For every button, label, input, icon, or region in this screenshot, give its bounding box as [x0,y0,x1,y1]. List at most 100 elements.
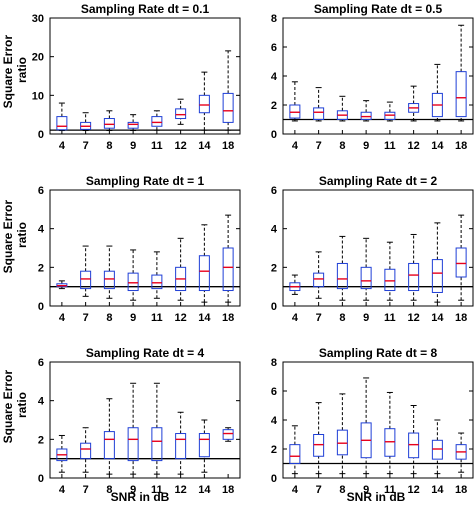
chart-panel-4: Sampling Rate dt = 2 0 2 4 6 4 7 8 9 11 12 14 18 [271,174,474,324]
box-11 [151,251,163,299]
box-iqr [431,259,443,293]
y-tick-label: 0 [38,473,44,485]
y-tick-label: 8 [271,357,277,369]
box-iqr [222,247,234,292]
y-tick-label: 0 [271,473,277,485]
y-tick-label: 4 [271,71,278,83]
chart-panel-6: Sampling Rate dt = 8 0 2 4 6 8 4 7 8 9 11 12 14 18 [271,346,474,496]
box-iqr [384,268,396,292]
y-tick-label: 4 [271,415,278,427]
x-tick-label: 9 [363,140,369,152]
box-7 [80,427,92,473]
box-11 [384,101,396,122]
x-axis-label-left: SNR in dB [111,490,170,504]
y-tick-label: 4 [38,224,45,236]
box-8 [103,245,115,299]
y-tick-label: 0 [38,129,44,141]
x-tick-label: 4 [292,484,299,496]
box-8 [336,393,348,475]
box-8 [103,398,115,475]
y-tick-label: 2 [271,262,277,274]
y-tick-label: 6 [271,185,277,197]
x-tick-label: 7 [83,312,89,324]
box-8 [103,110,115,132]
box-14 [431,419,443,475]
box-iqr [198,255,210,292]
box-18 [455,214,467,301]
box-12 [175,411,187,475]
x-tick-label: 4 [59,312,66,324]
box-iqr [151,427,163,462]
chart-panel-2: Sampling Rate dt = 0.5 0 2 4 6 8 4 7 8 9 11 12 14 18 [271,2,474,152]
box-iqr [289,104,301,119]
x-tick-label: 12 [175,312,187,324]
box-12 [175,237,187,301]
x-tick-label: 8 [339,484,345,496]
box-7 [80,112,92,132]
svg-text:Square Error ratio: Square Error ratio [1,32,29,109]
plot-frame [282,189,474,307]
box-iqr [384,428,396,457]
box-iqr [222,429,234,440]
box-iqr [313,107,325,121]
x-tick-label: 4 [59,140,66,152]
x-tick-label: 4 [59,484,66,496]
box-iqr [175,108,187,120]
y-tick-label: 2 [271,444,277,456]
x-tick-label: 8 [106,140,112,152]
box-4 [56,102,68,132]
box-iqr [289,444,301,464]
x-tick-label: 18 [222,312,234,324]
plot-frame [282,17,474,135]
y-tick-label: 2 [271,100,277,112]
box-8 [336,95,348,122]
box-iqr [455,71,467,118]
y-axis-label-row2: Square Error ratio [1,197,29,274]
x-tick-label: 7 [316,484,322,496]
x-tick-label: 7 [316,140,322,152]
box-iqr [103,118,115,129]
y-tick-label: 8 [271,13,277,25]
x-tick-label: 11 [151,484,163,496]
box-12 [175,98,187,125]
box-18 [455,24,467,122]
box-12 [408,233,420,301]
x-tick-label: 14 [431,312,444,324]
x-tick-label: 8 [106,484,112,496]
svg-text:Square Error ratio: Square Error ratio [1,197,29,274]
chart-panel-3: Sampling Rate dt = 1 0 2 4 6 4 7 8 9 11 12 14 18 [38,174,241,324]
x-tick-label: 14 [431,484,444,496]
box-14 [198,224,210,303]
svg-text:Square Error ratio: Square Error ratio [1,367,29,444]
plot-frame [282,361,474,479]
box-iqr [56,116,68,131]
box-iqr [80,270,92,290]
y-tick-label: 30 [32,13,44,25]
y-tick-label: 2 [38,434,44,446]
box-iqr [336,429,348,456]
x-tick-label: 12 [408,140,420,152]
x-tick-label: 18 [455,312,467,324]
box-12 [408,405,420,475]
box-iqr [80,442,92,460]
y-axis-label-line1: Square Error [1,200,15,274]
box-11 [384,241,396,301]
x-tick-label: 12 [175,140,187,152]
box-iqr [431,439,443,460]
y-tick-label: 6 [38,185,44,197]
plot-frame [49,361,241,479]
x-tick-label: 11 [384,140,396,152]
box-4 [289,425,301,475]
y-tick-label: 0 [38,301,44,313]
y-tick-label: 4 [271,224,278,236]
y-tick-label: 6 [271,386,277,398]
box-18 [455,432,467,473]
y-axis-label-row1: Square Error ratio [1,32,29,109]
chart-title: Sampling Rate dt = 8 [319,346,438,360]
box-iqr [198,94,210,114]
x-tick-label: 8 [339,312,345,324]
x-tick-label: 18 [222,140,234,152]
box-iqr [360,111,372,120]
x-tick-label: 14 [198,312,211,324]
box-8 [336,235,348,301]
